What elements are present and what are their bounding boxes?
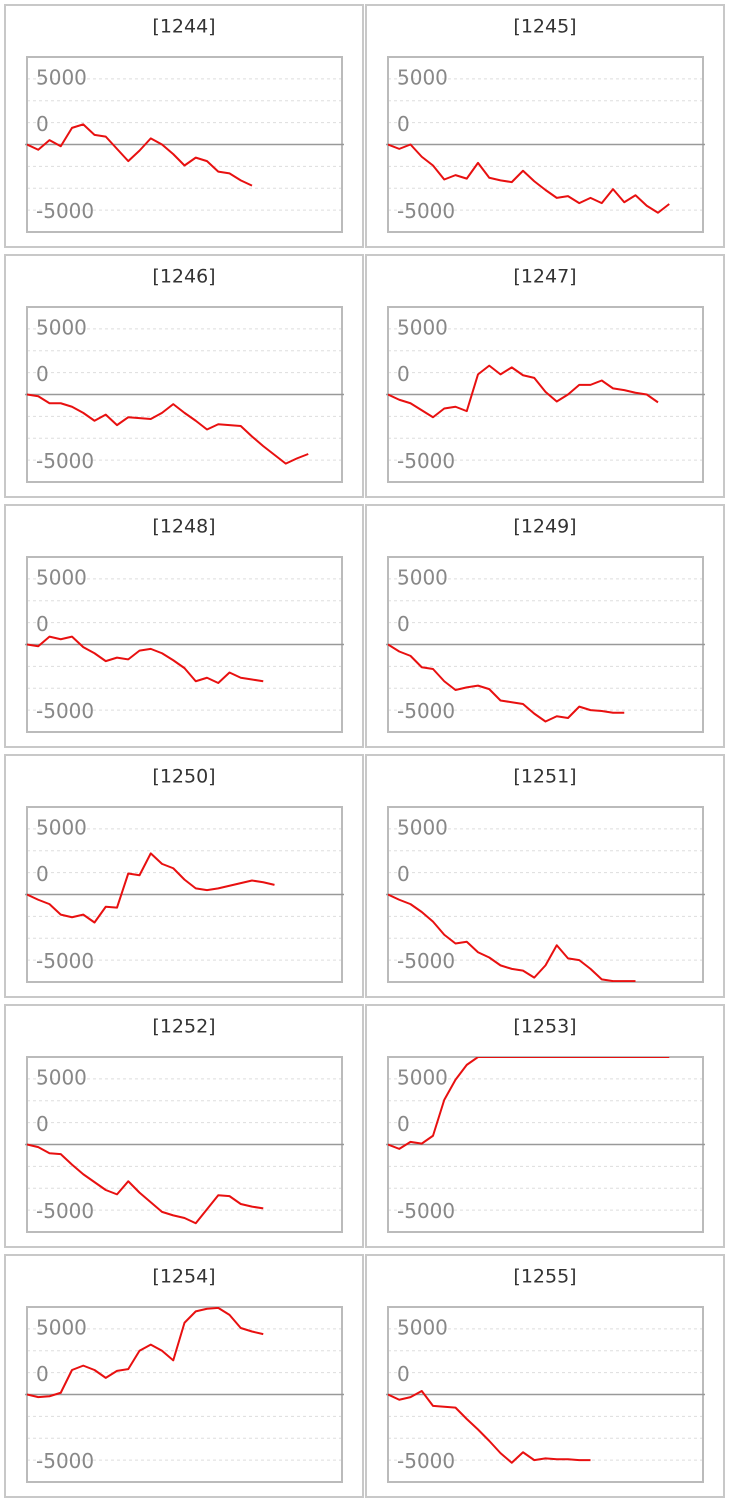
y-tick-label: -5000 [397,1199,455,1223]
data-line [388,1057,670,1150]
series [388,1057,670,1150]
data-line [27,1143,264,1225]
y-tick-label: 0 [36,1362,49,1386]
chart-title: [1249] [513,516,576,538]
chart-panel: [1250] -5000 0 5000 [4,754,364,998]
data-line [388,364,659,419]
y-tick-label: 0 [36,862,49,886]
series [388,143,670,214]
chart-panel: [1251] -5000 0 5000 [365,754,725,998]
y-tick-label: -5000 [36,699,94,723]
series [27,1143,264,1225]
y-tick-label: 0 [36,612,49,636]
series [27,635,264,684]
y-tick-label: -5000 [397,699,455,723]
panel-border [365,754,725,998]
chart-title: [1248] [152,516,215,538]
panel-border [365,254,725,498]
data-line [27,635,264,684]
chart-title: [1247] [513,266,576,288]
panel-border [4,254,364,498]
y-tick-label: 0 [36,112,49,136]
y-tick-label: 5000 [36,65,87,89]
y-tick-label: -5000 [36,199,94,223]
y-tick-label: -5000 [36,449,94,473]
y-tick-label: -5000 [36,1449,94,1473]
series [27,393,309,465]
y-tick-label: -5000 [397,949,455,973]
y-tick-label: 0 [397,612,410,636]
data-line [27,123,253,187]
y-tick-label: 5000 [36,565,87,589]
series [27,123,253,187]
chart-title: [1250] [152,766,215,788]
y-tick-label: 5000 [36,1065,87,1089]
chart-panel: [1253] -5000 0 5000 [365,1004,725,1248]
series [388,893,636,982]
data-line [388,1390,591,1464]
panel-border [4,504,364,748]
y-tick-label: -5000 [36,949,94,973]
y-tick-label: -5000 [397,449,455,473]
data-line [27,393,309,465]
chart-title: [1245] [513,16,576,38]
series [388,643,625,723]
chart-panel: [1246] -5000 0 5000 [4,254,364,498]
series [27,852,275,924]
data-line [27,1307,264,1399]
y-tick-label: 5000 [36,1315,87,1339]
y-tick-label: -5000 [397,199,455,223]
y-tick-label: 5000 [397,65,448,89]
panel-border [4,1254,364,1498]
y-tick-label: 0 [397,112,410,136]
series [388,1390,591,1464]
chart-title: [1254] [152,1266,215,1288]
chart-panel: [1247] -5000 0 5000 [365,254,725,498]
panel-border [4,754,364,998]
chart-title: [1251] [513,766,576,788]
chart-panel: [1254] -5000 0 5000 [4,1254,364,1498]
y-tick-label: 0 [397,1362,410,1386]
y-tick-label: -5000 [397,1449,455,1473]
panel-border [365,1004,725,1248]
series [388,364,659,419]
y-tick-label: 5000 [397,315,448,339]
y-tick-label: 0 [36,362,49,386]
panel-border [365,504,725,748]
panel-border [4,1004,364,1248]
chart-title: [1252] [152,1016,215,1038]
panel-border [4,4,364,248]
y-tick-label: 5000 [397,1065,448,1089]
chart-title: [1253] [513,1016,576,1038]
chart-panel: [1244] -5000 0 5000 [4,4,364,248]
data-line [388,643,625,723]
y-tick-label: -5000 [36,1199,94,1223]
y-tick-label: 0 [397,862,410,886]
y-tick-label: 5000 [36,815,87,839]
y-tick-label: 0 [36,1112,49,1136]
chart-title: [1246] [152,266,215,288]
chart-panel: [1255] -5000 0 5000 [365,1254,725,1498]
y-tick-label: 5000 [397,1315,448,1339]
series [27,1307,264,1399]
data-line [27,852,275,924]
chart-panel: [1245] -5000 0 5000 [365,4,725,248]
panel-border [365,1254,725,1498]
y-tick-label: 0 [397,362,410,386]
y-tick-label: 5000 [397,815,448,839]
chart-panel: [1248] -5000 0 5000 [4,504,364,748]
data-line [388,143,670,214]
y-tick-label: 5000 [397,565,448,589]
y-tick-label: 5000 [36,315,87,339]
chart-title: [1255] [513,1266,576,1288]
y-tick-label: 0 [397,1112,410,1136]
chart-panel: [1249] -5000 0 5000 [365,504,725,748]
chart-title: [1244] [152,16,215,38]
data-line [388,893,636,982]
chart-panel: [1252] -5000 0 5000 [4,1004,364,1248]
